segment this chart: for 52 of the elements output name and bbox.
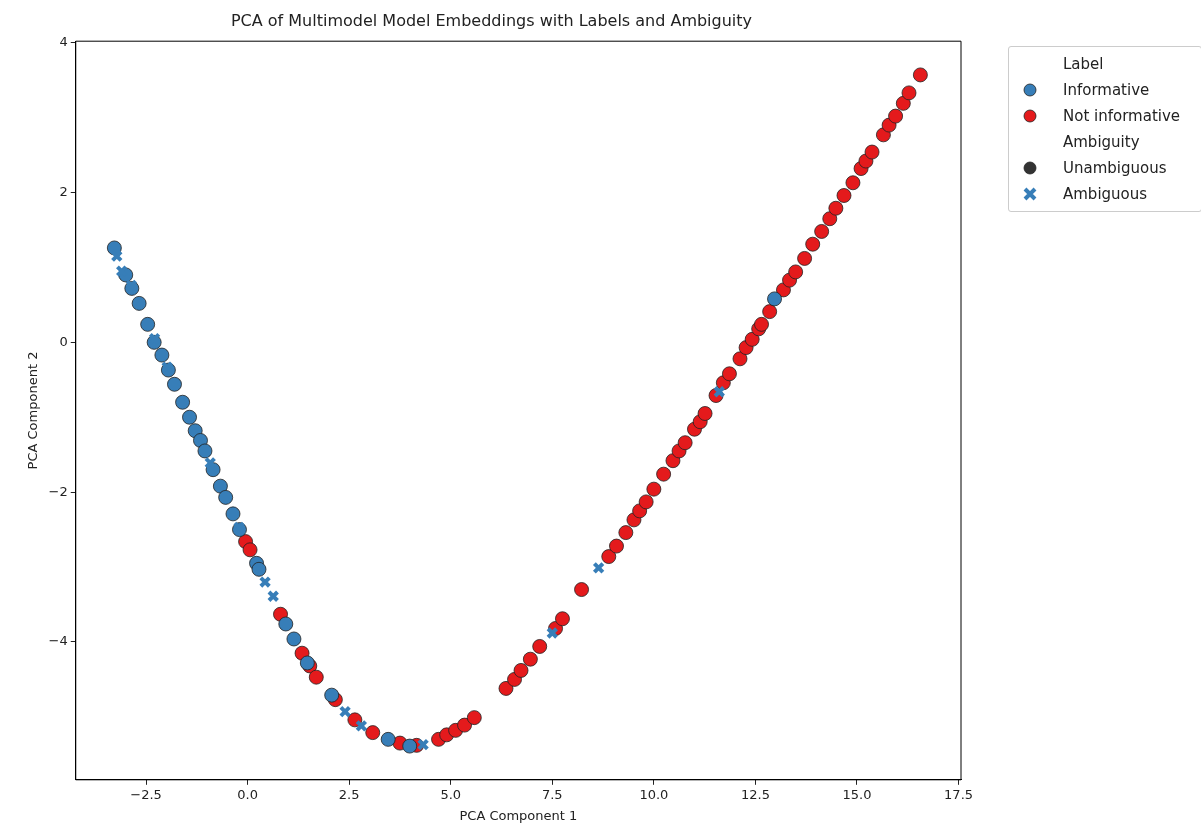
x-tick-label: 2.5 [338,786,360,802]
point [197,443,213,459]
point [154,347,170,363]
point [767,291,782,307]
x-tick-label: 17.5 [944,786,974,802]
point [592,561,605,575]
x-axis-title: PCA Component 1 [459,807,578,823]
x-tick-label: 10.0 [639,786,669,802]
point [416,738,430,751]
point [203,456,217,470]
y-tick-label: −4 [48,633,68,649]
point [225,506,241,522]
legend-title: Label [1062,54,1105,75]
point [115,264,128,278]
point [218,489,234,505]
point [278,616,294,632]
x-tick-label: 0.0 [237,786,258,802]
point [258,575,272,589]
point [402,738,418,754]
point [110,249,124,263]
point [140,316,156,332]
point [266,590,280,603]
point [212,478,228,494]
y-tick-label: −2 [48,483,68,499]
x-tick-label: 15.0 [842,786,872,802]
legend-label: Not informative [1063,107,1181,125]
chart-title: PCA of Multimodel Model Embeddings with Labels and Ambiguity [230,10,753,30]
point [175,394,191,410]
y-tick-label: 4 [59,34,68,50]
y-tick-label: 0 [59,333,68,349]
y-tick-label: 2 [59,183,68,199]
point [251,561,267,577]
x-tick-label: −2.5 [130,786,162,802]
point [338,705,352,718]
point [286,631,302,647]
x-tick-label: 12.5 [740,786,770,802]
point [355,719,368,733]
point [167,376,182,392]
x-tick-label: 5.0 [440,786,462,802]
point [193,433,208,448]
x-tick-label: 7.5 [541,786,563,802]
point [380,731,396,747]
legend-label: Ambiguous [1063,185,1148,203]
point [182,409,197,425]
text: Ambiguity [1062,132,1141,153]
point [324,687,340,703]
legend-label: Informative [1063,81,1150,99]
point [131,295,147,311]
y-axis-title: PCA Component 2 [25,351,41,470]
text: Unambiguous [1063,159,1167,177]
point [713,385,726,399]
point [546,626,559,640]
